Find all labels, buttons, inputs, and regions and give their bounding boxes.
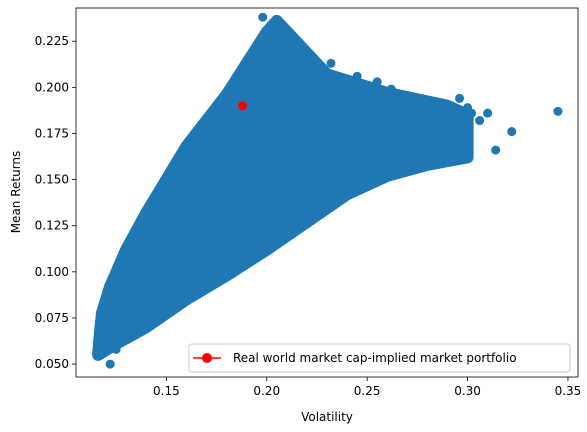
- y-tick-label: 0.200: [35, 80, 69, 94]
- y-tick-label: 0.075: [35, 311, 69, 325]
- y-axis-label: Mean Returns: [9, 151, 23, 234]
- x-tick-label: 0.25: [354, 384, 381, 398]
- portfolio-point: [302, 49, 312, 59]
- portfolio-point: [105, 359, 115, 369]
- portfolio-point: [438, 123, 448, 133]
- x-tick-label: 0.30: [454, 384, 481, 398]
- portfolio-point: [507, 127, 517, 137]
- portfolio-point: [111, 344, 121, 354]
- legend-box: [188, 343, 571, 373]
- portfolio-point: [386, 84, 396, 94]
- portfolio-point: [475, 116, 485, 126]
- y-tick-label: 0.150: [35, 173, 69, 187]
- portfolio-point: [553, 106, 563, 116]
- portfolio-point: [258, 12, 268, 22]
- legend-label: Real world market cap-implied market por…: [233, 351, 517, 365]
- portfolio-point: [131, 328, 141, 338]
- portfolio-point: [181, 296, 191, 306]
- y-tick-label: 0.050: [35, 357, 69, 371]
- portfolio-point: [446, 141, 456, 151]
- y-tick-label: 0.225: [35, 34, 69, 48]
- portfolio-cloud: [92, 14, 474, 361]
- portfolio-point: [352, 71, 362, 81]
- portfolio-point: [412, 93, 422, 103]
- x-axis-ticks: 0.15 0.20 0.25 0.30 0.35: [153, 377, 581, 398]
- portfolio-point: [434, 108, 444, 118]
- x-tick-label: 0.35: [555, 384, 582, 398]
- y-tick-label: 0.125: [35, 219, 69, 233]
- portfolio-point: [467, 108, 477, 118]
- portfolio-point: [483, 108, 493, 118]
- portfolio-point: [326, 58, 336, 68]
- x-tick-label: 0.15: [153, 384, 180, 398]
- portfolio-point: [426, 117, 436, 127]
- portfolio-point: [272, 27, 282, 37]
- x-tick-label: 0.20: [253, 384, 280, 398]
- y-tick-label: 0.175: [35, 126, 69, 140]
- plot-frame: [75, 7, 579, 378]
- portfolio-point: [372, 77, 382, 87]
- y-axis-ticks: 0.050 0.075 0.100 0.125 0.150 0.175 0.200 0.225: [35, 34, 76, 371]
- legend-marker: [202, 353, 212, 363]
- portfolio-point: [491, 145, 501, 155]
- x-axis-label: Volatility: [301, 410, 353, 424]
- portfolio-cloud-area: [92, 14, 474, 361]
- portfolio-point: [455, 93, 465, 103]
- legend: Real world market cap-implied market por…: [188, 343, 571, 373]
- market-portfolio-point: [238, 101, 248, 111]
- portfolio-point: [282, 29, 292, 39]
- y-tick-label: 0.100: [35, 265, 69, 279]
- portfolio-outliers: [105, 12, 563, 369]
- market-portfolio-layer: [238, 101, 248, 111]
